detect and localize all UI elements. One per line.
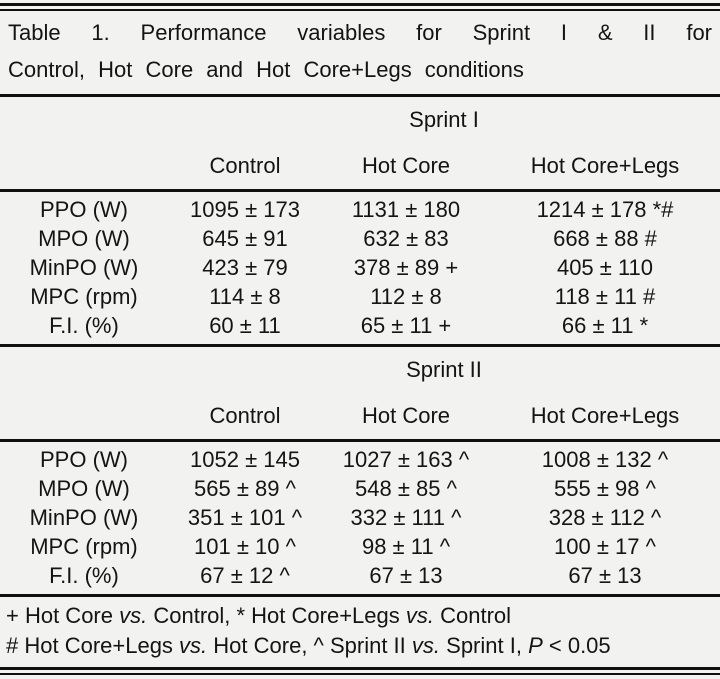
footnotes: + Hot Core vs. Control, * Hot Core+Legs … bbox=[0, 597, 720, 667]
sprint-2-header-rule bbox=[0, 439, 720, 442]
row-label: F.I. (%) bbox=[49, 313, 119, 338]
row-label: MPO (W) bbox=[38, 476, 130, 501]
table-cell: 378 ± 89 + bbox=[353, 255, 459, 280]
corner-spacer bbox=[0, 143, 168, 189]
table-cell: 1027 ± 163 ^ bbox=[342, 447, 470, 472]
footnote-1-text: + Hot Core bbox=[6, 603, 120, 628]
table-cell: 548 ± 85 ^ bbox=[355, 476, 457, 501]
table-caption-line-2: Control, Hot Core and Hot Core+Legs cond… bbox=[8, 57, 524, 82]
table-cell: 1008 ± 132 ^ bbox=[541, 447, 669, 472]
column-header-hot-core: Hot Core bbox=[361, 153, 451, 178]
sprint-2-section-label: Sprint II bbox=[406, 357, 482, 382]
section-divider-rule bbox=[0, 344, 720, 347]
table-cell: 66 ± 11 * bbox=[561, 313, 649, 338]
column-header-hot-core: Hot Core bbox=[361, 403, 451, 428]
sprint-2-data: PPO (W) 1052 ± 145 1027 ± 163 ^ 1008 ± 1… bbox=[0, 442, 720, 594]
sprint-2-header-row: Sprint II bbox=[0, 347, 720, 393]
bottom-double-rule bbox=[0, 667, 720, 675]
table-cell: 1131 ± 180 bbox=[351, 197, 461, 222]
footnote-2-text: < 0.05 bbox=[542, 633, 611, 658]
corner-spacer bbox=[0, 393, 168, 439]
footnote-1-vs: vs. bbox=[119, 603, 148, 628]
table-cell: 112 ± 8 bbox=[370, 284, 442, 309]
row-label: F.I. (%) bbox=[49, 563, 119, 588]
corner-spacer bbox=[0, 97, 168, 143]
sprint-1-column-headers: Control Hot Core Hot Core+Legs bbox=[0, 143, 720, 189]
footnote-2-text: # Hot Core+Legs bbox=[6, 633, 180, 658]
table-cell: 328 ± 112 ^ bbox=[548, 505, 662, 530]
table-cell: 351 ± 101 ^ bbox=[187, 505, 303, 530]
table-cell: 1052 ± 145 bbox=[190, 447, 300, 472]
table-cell: 100 ± 17 ^ bbox=[554, 534, 656, 559]
footnote-2-vs: vs. bbox=[411, 633, 441, 658]
table-cell: 67 ± 13 bbox=[568, 563, 642, 588]
table-cell: 65 ± 11 + bbox=[360, 313, 452, 338]
table-cell: 645 ± 91 bbox=[202, 226, 288, 251]
table-cell: 423 ± 79 bbox=[202, 255, 288, 280]
footnote-2: # Hot Core+Legs vs. Hot Core, ^ Sprint I… bbox=[6, 631, 714, 661]
table-cell: 60 ± 11 bbox=[209, 313, 281, 338]
footnote-1-text: Control bbox=[434, 603, 512, 628]
table-cell: 1214 ± 178 *# bbox=[536, 197, 674, 222]
footnote-1-vs: vs. bbox=[405, 603, 434, 628]
column-header-control: Control bbox=[209, 403, 281, 428]
top-double-rule bbox=[0, 3, 720, 11]
footnote-2-vs: vs. bbox=[179, 633, 208, 658]
table-cell: 1095 ± 173 bbox=[190, 197, 300, 222]
table-cell: 332 ± 111 ^ bbox=[350, 505, 462, 530]
caption-divider-rule bbox=[0, 94, 720, 97]
sprint-1-section-label: Sprint I bbox=[409, 107, 479, 132]
column-header-control: Control bbox=[209, 153, 281, 178]
row-label: PPO (W) bbox=[40, 197, 128, 222]
sprint-2-column-headers: Control Hot Core Hot Core+Legs bbox=[0, 393, 720, 439]
table-cell: 632 ± 83 bbox=[363, 226, 449, 251]
table-cell: 555 ± 98 ^ bbox=[554, 476, 656, 501]
row-label: MinPO (W) bbox=[29, 255, 139, 280]
row-label: MPO (W) bbox=[38, 226, 130, 251]
row-label: PPO (W) bbox=[40, 447, 128, 472]
column-header-hot-core-legs: Hot Core+Legs bbox=[530, 403, 680, 428]
table-cell: 565 ± 89 ^ bbox=[194, 476, 296, 501]
table-caption-line-1: Table 1. Performance variables for Sprin… bbox=[8, 20, 712, 45]
sprint-1-header-row: Sprint I bbox=[0, 97, 720, 143]
sprint-1-data: PPO (W) 1095 ± 173 1131 ± 180 1214 ± 178… bbox=[0, 192, 720, 344]
table-cell: 101 ± 10 ^ bbox=[194, 534, 296, 559]
table-cell: 67 ± 13 bbox=[369, 563, 443, 588]
table-cell: 118 ± 11 # bbox=[554, 284, 656, 309]
table-cell: 98 ± 11 ^ bbox=[361, 534, 451, 559]
table-cell: 405 ± 110 bbox=[556, 255, 654, 280]
corner-spacer bbox=[0, 347, 168, 393]
footnote-divider-rule bbox=[0, 594, 720, 597]
sprint-1-header-rule bbox=[0, 189, 720, 192]
table-cell: 114 ± 8 bbox=[209, 284, 281, 309]
footnote-1-text: Control, * Hot Core+Legs bbox=[147, 603, 406, 628]
table-caption: Table 1. Performance variables for Sprin… bbox=[0, 11, 720, 94]
footnote-2-p-symbol: P bbox=[528, 633, 543, 658]
row-label: MPC (rpm) bbox=[30, 284, 138, 309]
table-cell: 668 ± 88 # bbox=[553, 226, 657, 251]
footnote-2-text: Hot Core, ^ Sprint II bbox=[207, 633, 412, 658]
table-cell: 67 ± 12 ^ bbox=[200, 563, 290, 588]
column-header-hot-core-legs: Hot Core+Legs bbox=[530, 153, 680, 178]
footnote-2-text: Sprint I, bbox=[440, 633, 529, 658]
row-label: MinPO (W) bbox=[29, 505, 139, 530]
row-label: MPC (rpm) bbox=[30, 534, 138, 559]
footnote-1: + Hot Core vs. Control, * Hot Core+Legs … bbox=[6, 601, 714, 631]
